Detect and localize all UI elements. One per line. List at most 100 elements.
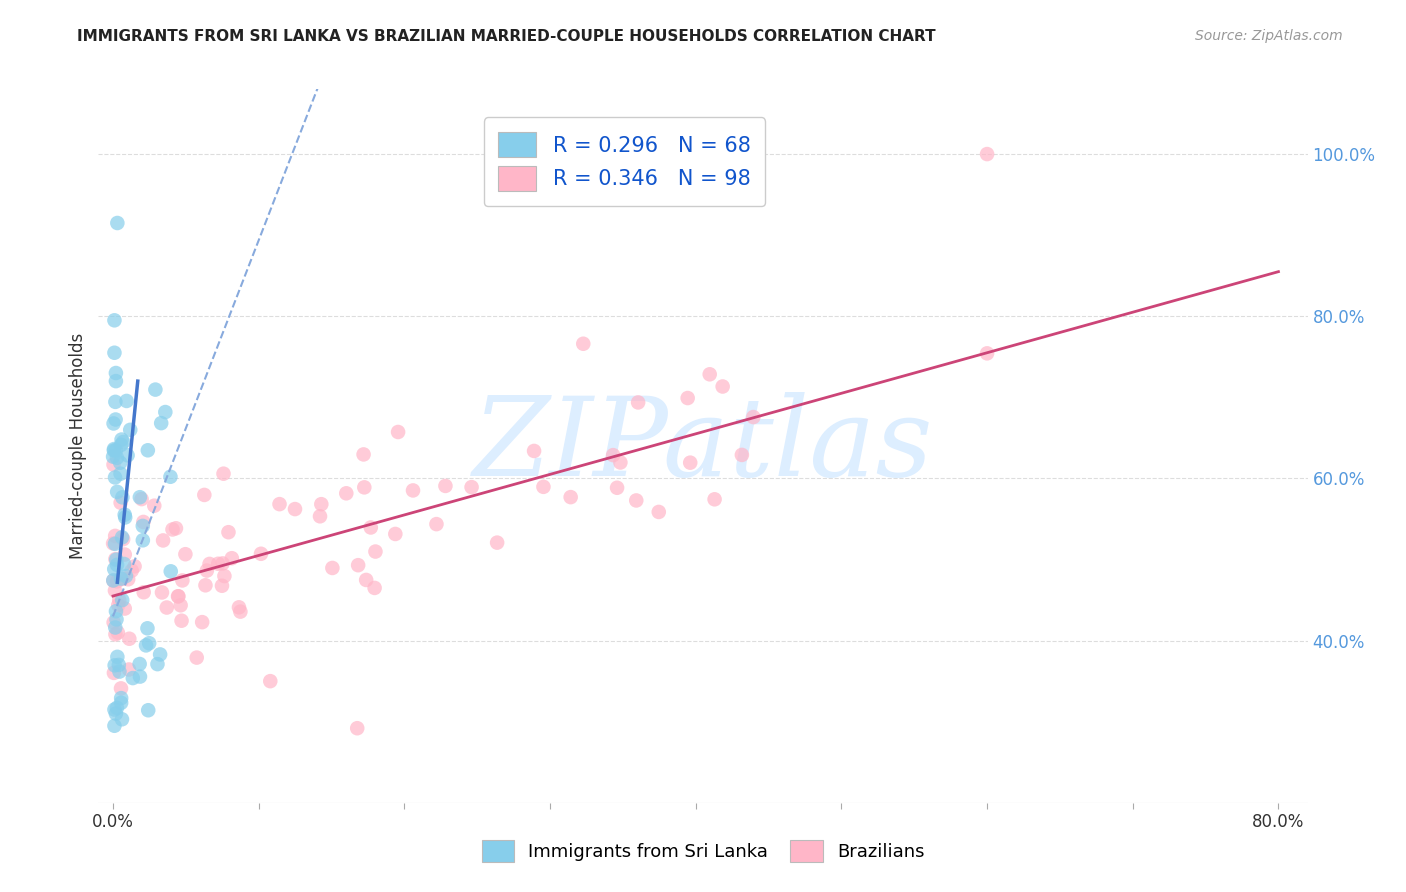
Point [103,442,125,456]
Point [172,574,194,588]
Point [136,621,159,635]
Point [132,533,155,548]
Point [110,496,132,510]
Point [104,552,127,566]
Point [108,456,131,470]
Point [104,706,127,721]
Point [108,665,131,679]
Legend: Immigrants from Sri Lanka, Brazilians: Immigrants from Sri Lanka, Brazilians [474,833,932,870]
Point [101,536,124,550]
Point [309,509,332,524]
Point [110,467,132,481]
Point [214,569,236,583]
Point [105,552,128,566]
Point [699,368,721,382]
Point [167,590,190,604]
Point [284,502,307,516]
Point [124,559,146,574]
Point [114,510,136,524]
Point [165,521,187,535]
Point [117,572,139,586]
Point [259,674,281,689]
Point [104,627,127,641]
Point [121,564,143,578]
Point [103,574,125,588]
Point [104,537,127,551]
Point [129,670,152,684]
Point [353,447,375,461]
Point [112,532,135,546]
Legend: R = 0.296   N = 68, R = 0.346   N = 98: R = 0.296 N = 68, R = 0.346 N = 98 [484,118,765,206]
Point [112,557,135,571]
Point [195,564,218,578]
Point [111,593,134,607]
Point [103,615,125,630]
Point [648,505,671,519]
Point [193,488,215,502]
Point [212,467,235,481]
Point [363,581,385,595]
Point [111,491,134,505]
Point [560,490,582,504]
Point [425,517,447,532]
Point [384,527,406,541]
Point [602,448,624,462]
Point [311,497,333,511]
Point [149,648,172,662]
Point [211,579,233,593]
Point [105,484,128,499]
Point [533,480,555,494]
Point [155,405,177,419]
Point [169,599,191,613]
Point [101,450,124,464]
Point [159,469,181,483]
Point [138,636,160,650]
Point [114,508,136,522]
Point [145,383,167,397]
Point [523,444,546,458]
Y-axis label: Married-couple Households: Married-couple Households [69,333,87,559]
Point [269,497,291,511]
Point [186,650,208,665]
Point [111,530,134,544]
Point [150,416,173,430]
Point [191,615,214,629]
Point [105,558,128,572]
Point [110,691,132,706]
Point [156,600,179,615]
Point [135,639,157,653]
Point [108,657,131,672]
Point [170,614,193,628]
Point [103,313,125,327]
Point [228,600,250,615]
Point [115,569,138,583]
Point [104,604,127,618]
Point [104,583,127,598]
Point [198,557,221,571]
Point [111,572,134,586]
Point [103,458,125,472]
Point [104,529,127,543]
Point [103,345,125,359]
Point [207,557,229,571]
Point [211,557,233,571]
Point [105,574,128,589]
Text: ZIPatlas: ZIPatlas [472,392,934,500]
Point [103,574,125,588]
Point [217,525,239,540]
Point [731,448,754,462]
Point [250,547,273,561]
Point [105,612,128,626]
Point [572,336,595,351]
Point [221,551,243,566]
Point [104,366,127,380]
Point [711,379,734,393]
Point [132,515,155,529]
Point [110,438,132,452]
Point [174,547,197,561]
Point [486,535,509,549]
Point [115,393,138,408]
Point [742,410,765,425]
Point [105,649,128,664]
Point [120,423,142,437]
